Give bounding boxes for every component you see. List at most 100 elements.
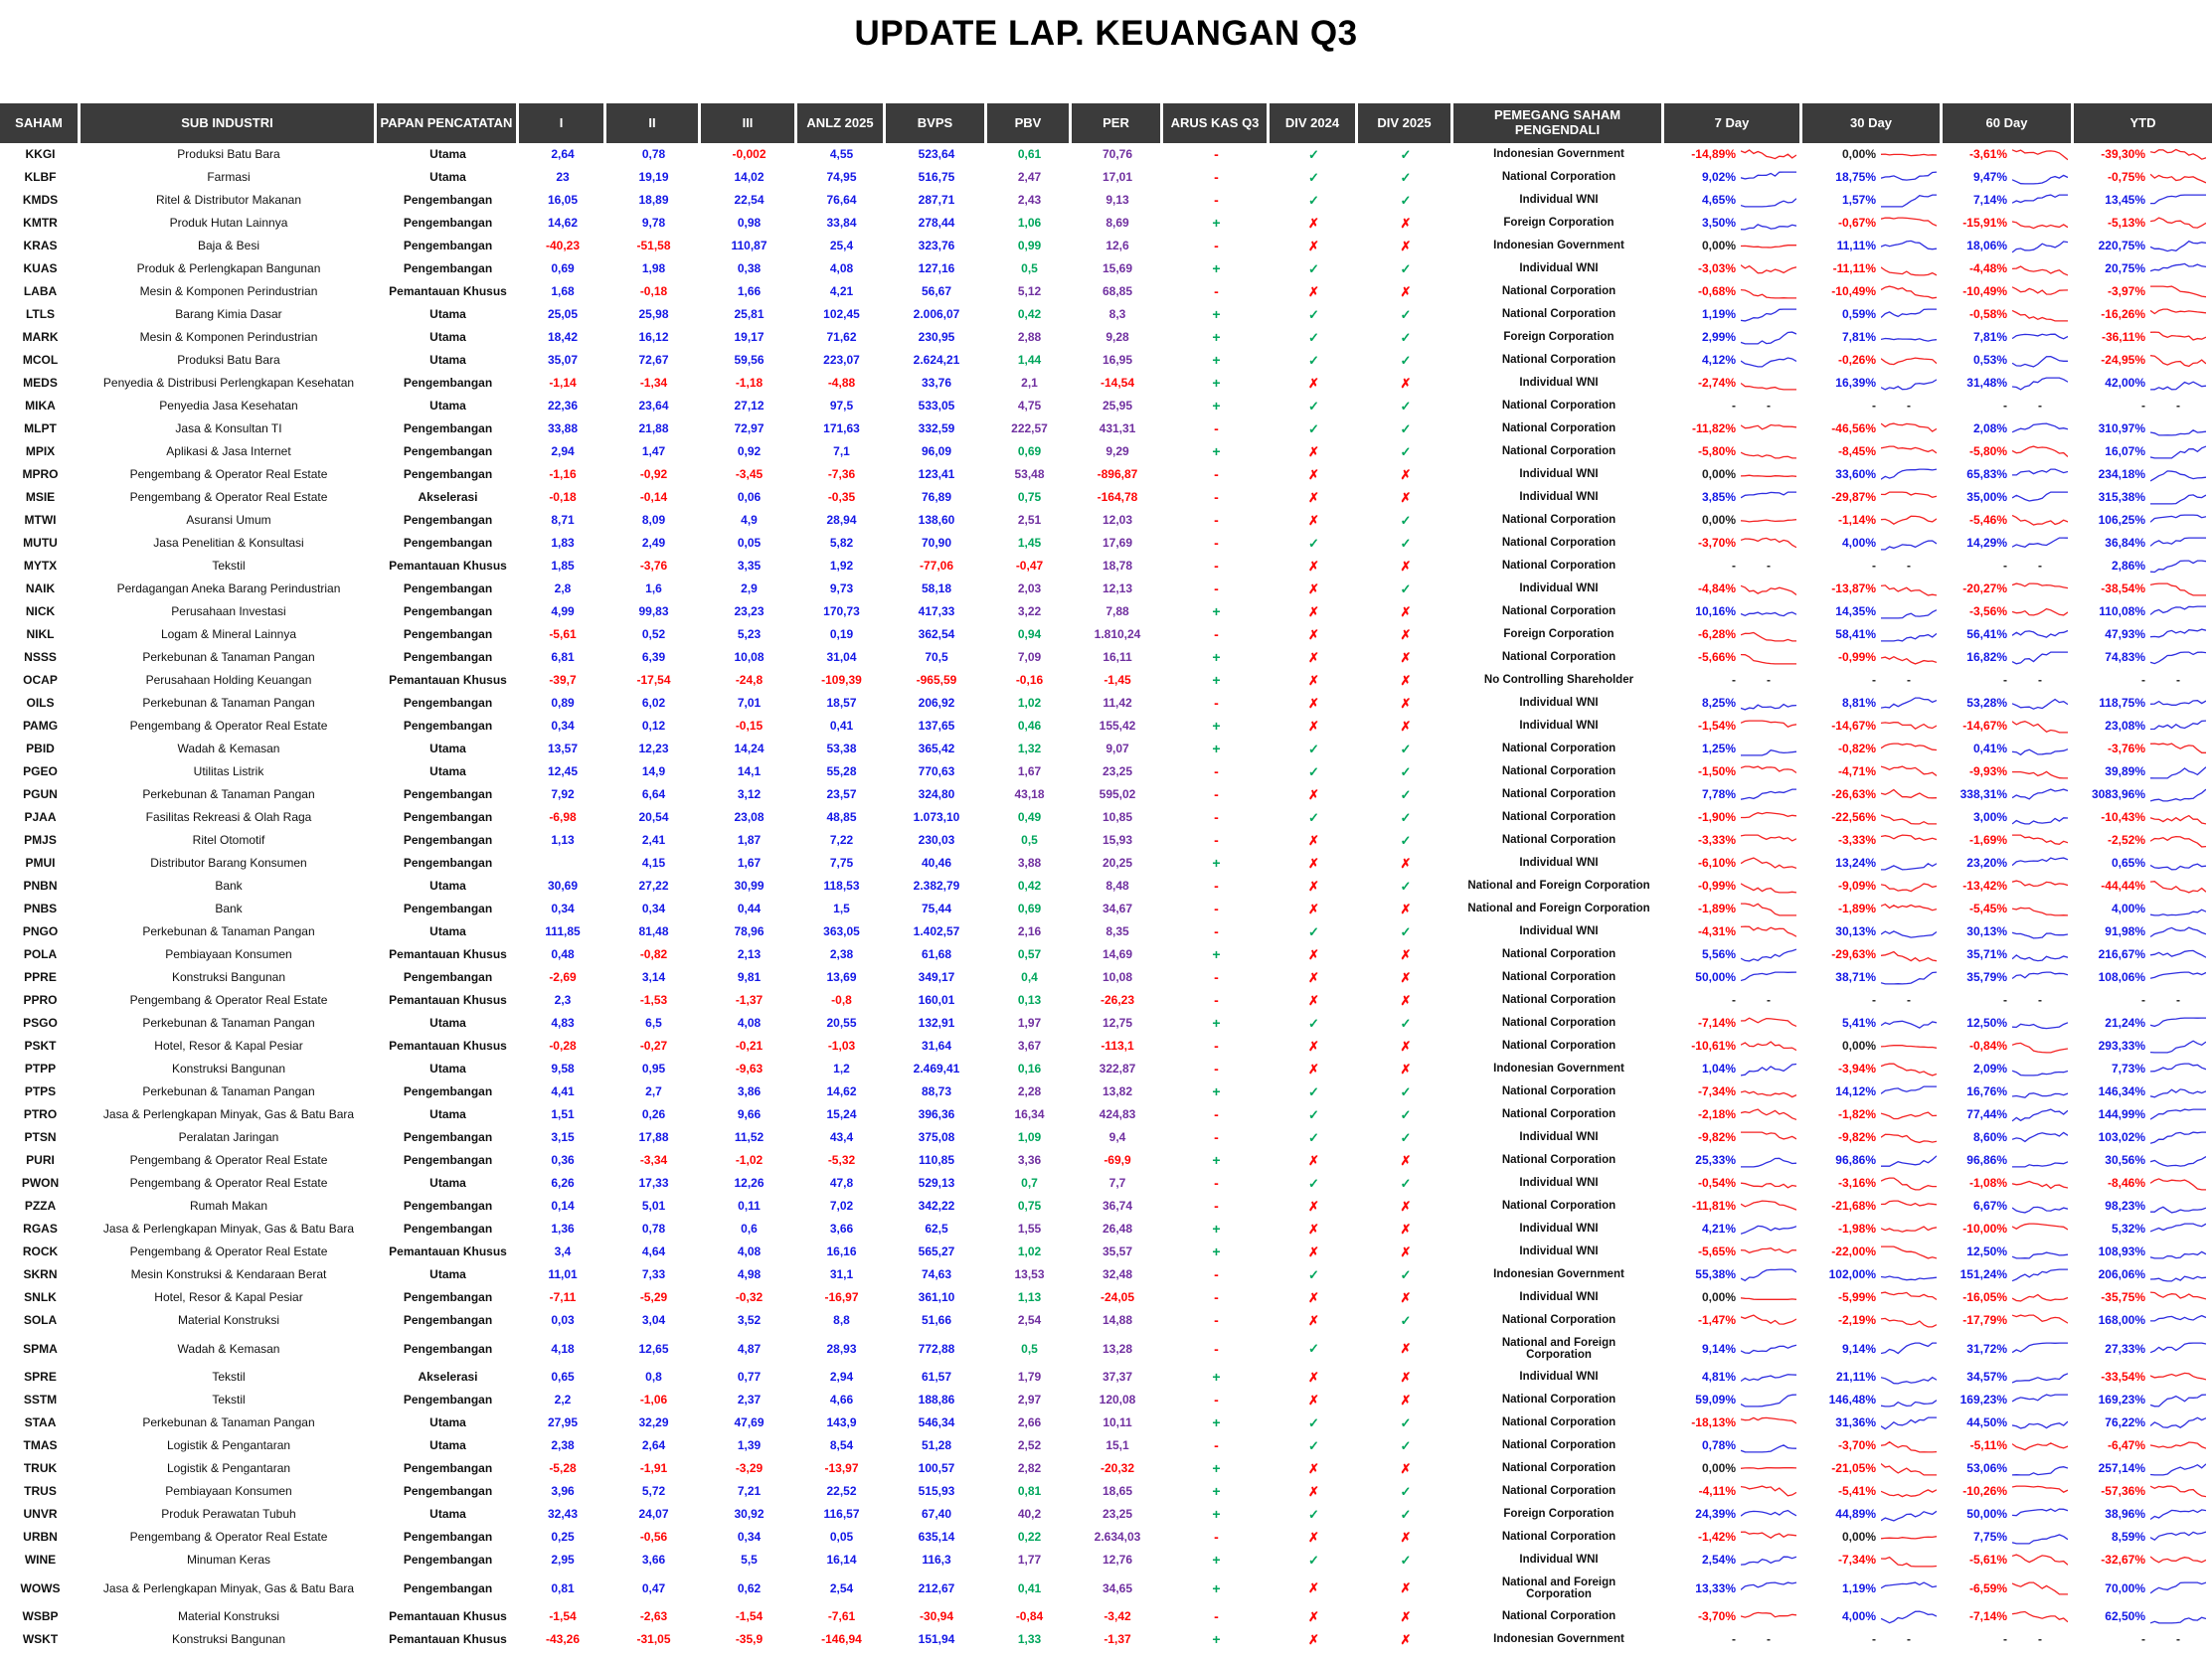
controlling-shareholder: National Corporation — [1501, 1394, 1616, 1407]
table-row[interactable]: TRUK Logistik & Pengantaran Pengembangan -5… — [0, 1457, 2212, 1480]
table-row[interactable]: PSGO Perkebunan & Tanaman Pangan Utama 4,83… — [0, 1012, 2212, 1035]
table-row[interactable]: PMUI Distributor Barang Konsumen Pengemban… — [0, 852, 2212, 875]
table-row[interactable]: MTWI Asuransi Umum Pengembangan 8,71 8,09 4,9… — [0, 509, 2212, 532]
table-row[interactable]: UNVR Produk Perawatan Tubuh Utama 32,43 24,0… — [0, 1503, 2212, 1526]
table-row[interactable]: MPIX Aplikasi & Jasa Internet Pengembangan… — [0, 440, 2212, 463]
controlling-shareholder: National Corporation — [1501, 1017, 1616, 1030]
table-row[interactable]: URBN Pengembang & Operator Real Estate Pen… — [0, 1526, 2212, 1549]
dividend-cross-icon: ✗ — [1400, 718, 1412, 734]
table-row[interactable]: MEDS Penyedia & Distribusi Perlengkapan K… — [0, 372, 2212, 395]
table-row[interactable]: PNBN Bank Utama 30,69 27,22 30,99 118,53 2.382,… — [0, 875, 2212, 898]
dividend-check-icon: ✓ — [1400, 535, 1412, 551]
table-row[interactable]: PPRE Konstruksi Bangunan Pengembangan -2,69… — [0, 966, 2212, 989]
cashflow-positive-icon: + — [1212, 1015, 1221, 1032]
table-row[interactable]: RGAS Jasa & Perlengkapan Minyak, Gas & Ba… — [0, 1218, 2212, 1241]
table-row[interactable]: SPMA Wadah & Kemasan Pengembangan 4,18 12,65… — [0, 1332, 2212, 1366]
table-row[interactable]: MYTX Tekstil Pemantauan Khusus 1,85 -3,76 3,3… — [0, 555, 2212, 578]
q3-value: 19,17 — [734, 330, 765, 345]
dividend-cross-icon: ✗ — [1400, 215, 1412, 231]
table-row[interactable]: MSIE Pengembang & Operator Real Estate Aks… — [0, 486, 2212, 509]
table-row[interactable]: PWON Pengembang & Operator Real Estate Uta… — [0, 1172, 2212, 1195]
table-row[interactable]: MIKA Penyedia Jasa Kesehatan Utama 22,36 23,… — [0, 395, 2212, 417]
table-row[interactable]: NAIK Perdagangan Aneka Barang Perindustri… — [0, 578, 2212, 600]
table-row[interactable]: PJAA Fasilitas Rekreasi & Olah Raga Pengem… — [0, 806, 2212, 829]
table-row[interactable]: PZZA Rumah Makan Pengembangan 0,14 5,01 0,11 7… — [0, 1195, 2212, 1218]
pbv-value: 0,99 — [1017, 239, 1042, 253]
controlling-shareholder: Foreign Corporation — [1503, 628, 1615, 641]
table-row[interactable]: NICK Perusahaan Investasi Pengembangan 4,99… — [0, 600, 2212, 623]
ytd-cell: 7,73% — [2074, 1058, 2212, 1080]
sparkline-d7 — [1741, 703, 1796, 711]
per-value: 8,69 — [1106, 216, 1129, 231]
table-row[interactable]: PTRO Jasa & Perlengkapan Minyak, Gas & Ba… — [0, 1103, 2212, 1126]
table-row[interactable]: OILS Perkebunan & Tanaman Pangan Pengemban… — [0, 692, 2212, 715]
table-row[interactable]: PMJS Ritel Otomotif Pengembangan 1,13 2,41 1,… — [0, 829, 2212, 852]
table-row[interactable]: KMDS Ritel & Distributor Makanan Pengemban… — [0, 189, 2212, 212]
table-row[interactable]: KMTR Produk Hutan Lainnya Pengembangan 14,6… — [0, 212, 2212, 235]
sub-industry: Hotel, Resor & Kapal Pesiar — [154, 1290, 303, 1305]
q1-value: 33,88 — [547, 421, 579, 436]
table-row[interactable]: PAMG Pengembang & Operator Real Estate Pen… — [0, 715, 2212, 738]
table-row[interactable]: WOWS Jasa & Perlengkapan Minyak, Gas & Ba… — [0, 1572, 2212, 1605]
q1-value: 1,36 — [551, 1222, 575, 1237]
table-row[interactable]: LTLS Barang Kimia Dasar Utama 25,05 25,98 25,… — [0, 303, 2212, 326]
div-2025-flag: ✓ — [1358, 166, 1453, 189]
table-row[interactable]: MLPT Jasa & Konsultan TI Pengembangan 33,88… — [0, 417, 2212, 440]
table-row[interactable]: TMAS Logistik & Pengantaran Utama 2,38 2,64 1… — [0, 1434, 2212, 1457]
table-row[interactable]: PSKT Hotel, Resor & Kapal Pesiar Pemantaua… — [0, 1035, 2212, 1058]
table-row[interactable]: PPRO Pengembang & Operator Real Estate Pem… — [0, 989, 2212, 1012]
sparkline-d30 — [1881, 378, 1937, 391]
sparkline-d60 — [2012, 333, 2068, 340]
table-row[interactable]: KUAS Produk & Perlengkapan Bangunan Pengem… — [0, 257, 2212, 280]
bvps-value: 212,67 — [918, 1580, 955, 1595]
table-row[interactable]: TRUS Pembiayaan Konsumen Pengembangan 3,96 5… — [0, 1480, 2212, 1503]
table-row[interactable]: PTPS Perkebunan & Tanaman Pangan Pengemban… — [0, 1080, 2212, 1103]
table-row[interactable]: PGEO Utilitas Listrik Utama 12,45 14,9 14,1 55… — [0, 760, 2212, 783]
table-row[interactable]: POLA Pembiayaan Konsumen Pemantauan Khusus… — [0, 943, 2212, 966]
table-row[interactable]: KKGI Produksi Batu Bara Utama 2,64 0,78 -0,00… — [0, 143, 2212, 166]
table-row[interactable]: PNBS Bank Pengembangan 0,34 0,34 0,44 1,5 75,44… — [0, 898, 2212, 920]
table-row[interactable]: WINE Minuman Keras Pengembangan 2,95 3,66 5,5… — [0, 1549, 2212, 1572]
table-row[interactable]: MARK Mesin & Komponen Perindustrian Utama 1… — [0, 326, 2212, 349]
anlz-2025-value: 4,66 — [829, 1393, 854, 1408]
table-row[interactable]: PBID Wadah & Kemasan Utama 13,57 12,23 14,24 5… — [0, 738, 2212, 760]
table-row[interactable]: SPRE Tekstil Akselerasi 0,65 0,8 0,77 2,94 61,5… — [0, 1366, 2212, 1389]
sub-industry: Fasilitas Rekreasi & Olah Raga — [145, 810, 312, 825]
q2-value: -1,06 — [639, 1393, 668, 1408]
table-row[interactable]: PTSN Peralatan Jaringan Pengembangan 3,15 17… — [0, 1126, 2212, 1149]
30day-cell: -7,34% — [1802, 1549, 1943, 1572]
dividend-cross-icon: ✗ — [1308, 1289, 1319, 1305]
table-row[interactable]: STAA Perkebunan & Tanaman Pangan Utama 27,9… — [0, 1411, 2212, 1434]
sub-industry: Perkebunan & Tanaman Pangan — [142, 924, 315, 939]
table-row[interactable]: WSKT Konstruksi Bangunan Pemantauan Khusus… — [0, 1628, 2212, 1651]
table-row[interactable]: ROCK Pengembang & Operator Real Estate Pem… — [0, 1241, 2212, 1263]
table-row[interactable]: NSSS Perkebunan & Tanaman Pangan Pengemban… — [0, 646, 2212, 669]
pbv-value: -0,47 — [1015, 559, 1044, 574]
table-row[interactable]: PURI Pengembang & Operator Real Estate Pen… — [0, 1149, 2212, 1172]
table-row[interactable]: MPRO Pengembang & Operator Real Estate Pen… — [0, 463, 2212, 486]
sub-industry: Pengembang & Operator Real Estate — [129, 1530, 328, 1545]
60day-cell: 3,00% — [1943, 806, 2074, 829]
table-row[interactable]: OCAP Perusahaan Holding Keuangan Pemantaua… — [0, 669, 2212, 692]
table-row[interactable]: LABA Mesin & Komponen Perindustrian Pemant… — [0, 280, 2212, 303]
per-value: -1,45 — [1104, 673, 1131, 688]
table-row[interactable]: SOLA Material Konstruksi Pengembangan 0,03 3… — [0, 1309, 2212, 1332]
table-row[interactable]: SNLK Hotel, Resor & Kapal Pesiar Pengemban… — [0, 1286, 2212, 1309]
table-row[interactable]: NIKL Logam & Mineral Lainnya Pengembangan -… — [0, 623, 2212, 646]
table-row[interactable]: KLBF Farmasi Utama 23 19,19 14,02 74,95 516,75 2… — [0, 166, 2212, 189]
per-value: 431,31 — [1099, 421, 1136, 436]
table-row[interactable]: PNGO Perkebunan & Tanaman Pangan Utama 111,… — [0, 920, 2212, 943]
table-row[interactable]: PTPP Konstruksi Bangunan Utama 9,58 0,95 -9,6… — [0, 1058, 2212, 1080]
table-row[interactable]: SSTM Tekstil Pengembangan 2,2 -1,06 2,37 4,66 1… — [0, 1389, 2212, 1411]
table-row[interactable]: MUTU Jasa Penelitian & Konsultasi Pengemba… — [0, 532, 2212, 555]
table-row[interactable]: KRAS Baja & Besi Pengembangan -40,23 -51,58 1… — [0, 235, 2212, 257]
table-row[interactable]: MCOL Produksi Batu Bara Utama 35,07 72,67 59,… — [0, 349, 2212, 372]
table-row[interactable]: WSBP Material Konstruksi Pemantauan Khusus… — [0, 1605, 2212, 1628]
q1-value: 18,42 — [547, 330, 579, 345]
listing-board: Pengembangan — [403, 787, 493, 802]
pbv-value: 53,48 — [1014, 467, 1045, 482]
table-row[interactable]: PGUN Perkebunan & Tanaman Pangan Pengemban… — [0, 783, 2212, 806]
table-row[interactable]: SKRN Mesin Konstruksi & Kendaraan Berat Ut… — [0, 1263, 2212, 1286]
per-value: 16,11 — [1103, 650, 1132, 665]
sparkline-d30 — [1881, 1488, 1937, 1497]
